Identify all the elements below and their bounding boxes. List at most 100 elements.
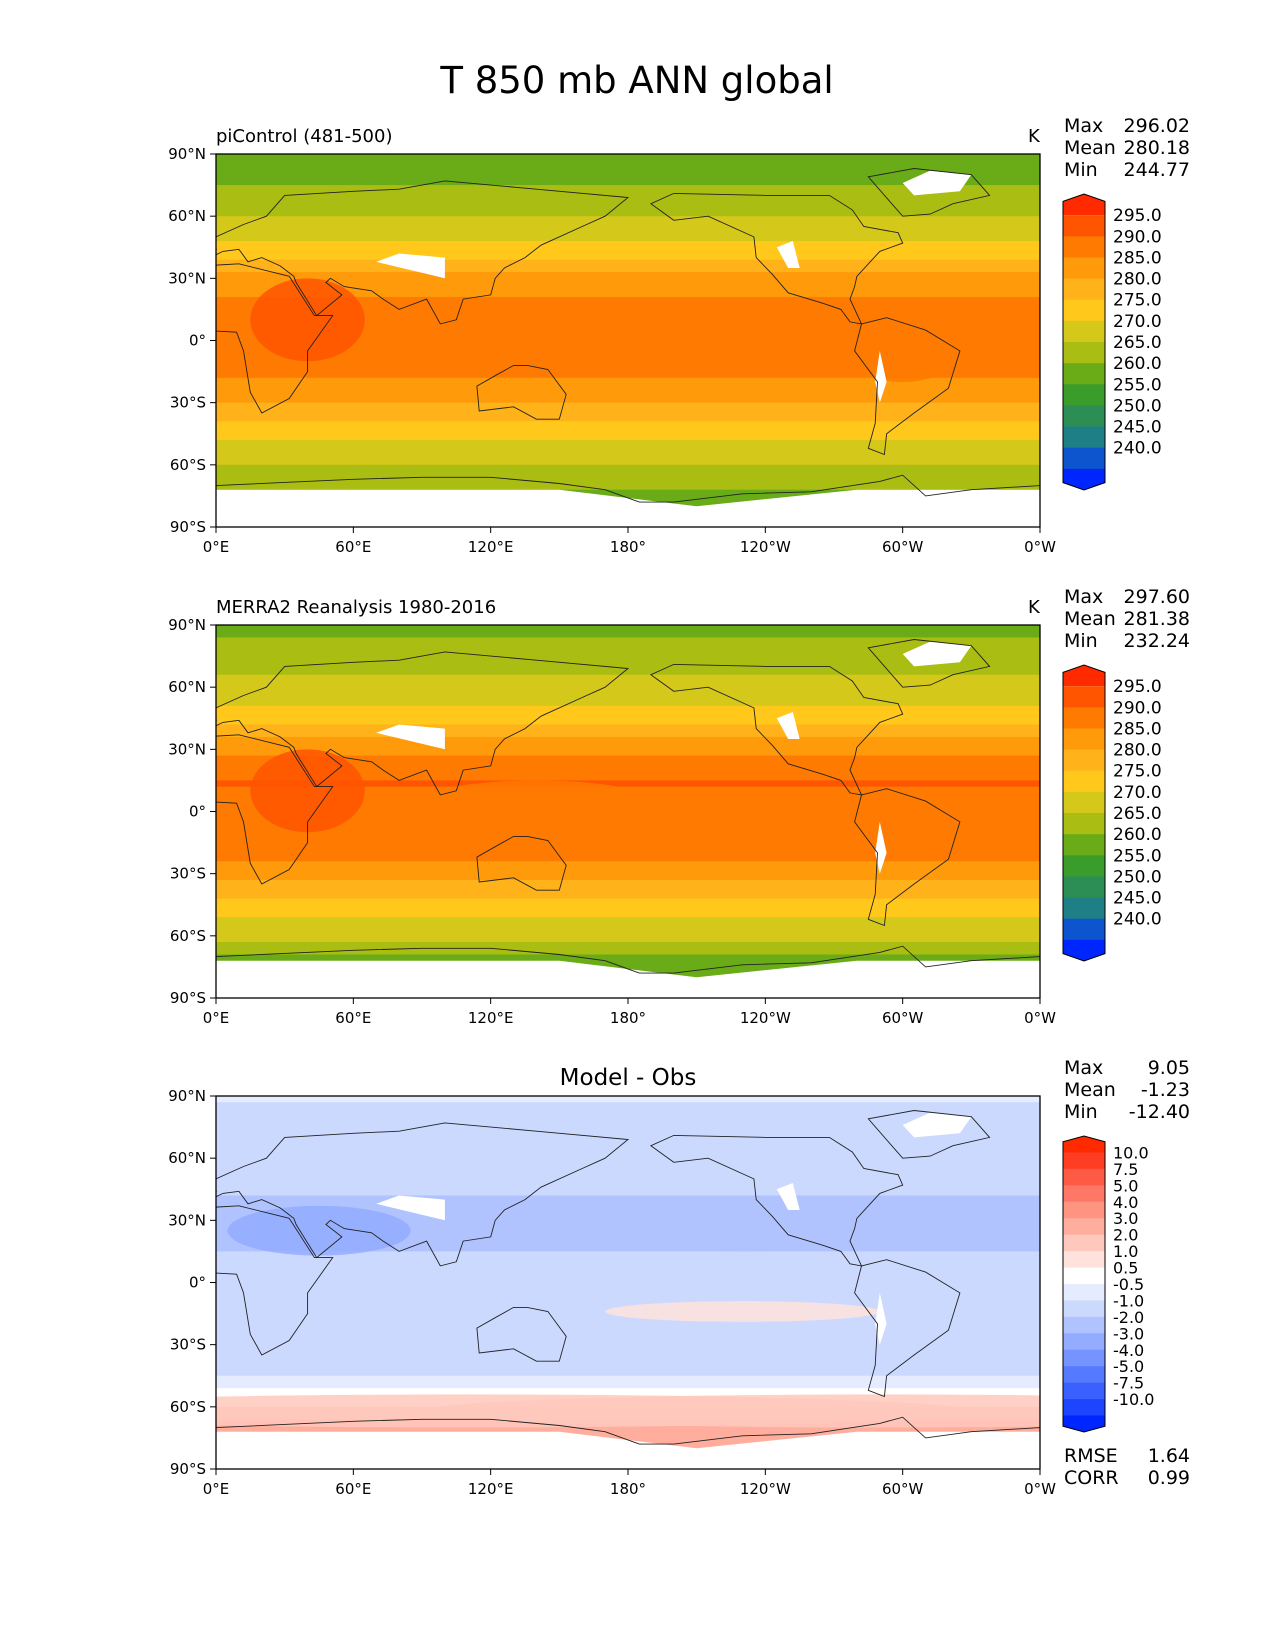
- map-band: [216, 365, 1040, 373]
- colorbar-tick-label: -2.0: [1113, 1308, 1144, 1327]
- map-anomaly-region: [845, 790, 960, 853]
- stat-value: 296.02: [1124, 115, 1190, 137]
- lon-tick-label: 60°E: [335, 1480, 371, 1498]
- colorbar-tick-label: 250.0: [1113, 396, 1162, 416]
- map-band: [216, 1133, 1040, 1141]
- map-band: [216, 377, 1040, 385]
- map-band: [216, 867, 1040, 875]
- map-band: [216, 197, 1040, 205]
- map-band: [216, 1164, 1040, 1172]
- map-band: [216, 1158, 1040, 1165]
- map-anomaly-region: [422, 309, 651, 351]
- andes-mask: [875, 821, 887, 874]
- map-band: [216, 1195, 1040, 1203]
- stat-value: -1.23: [1141, 1079, 1190, 1101]
- colorbar-swatch: [1063, 1333, 1105, 1351]
- map-field-model: [216, 154, 1040, 527]
- colorbar-swatch: [1063, 1366, 1105, 1384]
- lat-tick-label: 90°S: [170, 989, 206, 1007]
- map-band: [216, 1120, 1040, 1128]
- stat-label: Mean: [1064, 1079, 1116, 1101]
- footer-stat-value: 1.64: [1148, 1445, 1190, 1467]
- map-band: [216, 1139, 1040, 1147]
- map-band: [216, 1338, 1040, 1346]
- stat-value: -12.40: [1129, 1101, 1190, 1123]
- map-band: [216, 483, 1040, 491]
- map-band: [216, 1369, 1040, 1377]
- colorbar-tick-label: -1.0: [1113, 1291, 1144, 1310]
- map-anomaly-region: [422, 780, 651, 822]
- map-anomaly-region: [422, 1394, 1040, 1428]
- lon-tick-label: 60°E: [335, 538, 371, 556]
- colorbar-swatch: [1063, 918, 1105, 941]
- map-band: [216, 1319, 1040, 1327]
- greenland-mask: [902, 170, 972, 196]
- colorbar-tick-label: 4.0: [1113, 1193, 1138, 1212]
- map-band: [216, 712, 1040, 719]
- map-band: [216, 340, 1040, 348]
- stat-value: 244.77: [1124, 159, 1190, 181]
- lat-tick-label: 30°N: [168, 1211, 206, 1229]
- map-panel-obs: 90°N 60°N 30°N 0° 30°S 60°S 90°S 0°E 60°E 120°E 18…: [168, 586, 1190, 1027]
- map-band: [216, 724, 1040, 732]
- colorbar-tick-label: 3.0: [1113, 1209, 1138, 1228]
- colorbar-tick-label: -0.5: [1113, 1275, 1144, 1294]
- map-band: [216, 1207, 1040, 1215]
- map-band: [216, 904, 1040, 912]
- map-band: [216, 234, 1040, 242]
- colorbar-swatch: [1063, 1251, 1105, 1269]
- stat-label: Min: [1064, 1101, 1098, 1123]
- lon-tick-label: 120°E: [468, 1480, 514, 1498]
- map-band: [216, 284, 1040, 292]
- colorbar-swatch: [1063, 405, 1105, 428]
- map-band: [216, 1375, 1040, 1383]
- map-band: [216, 643, 1040, 651]
- greenland-mask: [902, 641, 972, 667]
- colorbar-swatch: [1063, 1152, 1105, 1170]
- colorbar-swatch: [1063, 278, 1105, 301]
- map-band: [216, 774, 1040, 782]
- colorbar-swatch: [1063, 855, 1105, 877]
- lon-tick-label: 180°: [610, 1480, 646, 1498]
- map-band: [216, 699, 1040, 707]
- colorbar-tick-label: 255.0: [1113, 846, 1162, 866]
- stat-value: 281.38: [1124, 608, 1190, 630]
- lat-tick-label: 90°N: [168, 616, 206, 634]
- colorbar-swatch: [1063, 299, 1105, 322]
- map-band: [216, 371, 1040, 379]
- map-anomaly-region: [250, 278, 365, 362]
- colorbar-swatch: [1063, 1349, 1105, 1367]
- lat-tick-label: 60°S: [170, 927, 206, 945]
- map-band: [216, 446, 1040, 453]
- colorbar-swatch: [1063, 834, 1105, 856]
- map-band: [216, 1263, 1040, 1271]
- colorbar-swatch: [1063, 728, 1105, 751]
- stat-label: Max: [1064, 1057, 1103, 1079]
- map-band: [216, 1276, 1040, 1284]
- footer-stat-value: 0.99: [1148, 1467, 1190, 1489]
- map-band: [216, 346, 1040, 354]
- colorbar-swatch: [1063, 1168, 1105, 1186]
- map-band: [216, 730, 1040, 738]
- map-band: [216, 861, 1040, 869]
- footer-stat-label: RMSE: [1064, 1445, 1118, 1467]
- map-band: [216, 873, 1040, 881]
- colorbar-swatch: [1063, 897, 1105, 920]
- map-band: [216, 923, 1040, 931]
- map-band: [216, 352, 1040, 360]
- colorbar-tick-label: 290.0: [1113, 227, 1162, 247]
- lat-tick-label: 30°N: [168, 740, 206, 758]
- colorbar-tick-label: 275.0: [1113, 762, 1162, 782]
- map-band: [216, 1332, 1040, 1340]
- coastline-southAmerica: [854, 317, 961, 456]
- stat-value: 232.24: [1124, 630, 1190, 652]
- colorbar-tick-label: 245.0: [1113, 889, 1162, 909]
- map-band: [216, 693, 1040, 701]
- map-band: [216, 736, 1040, 744]
- lat-tick-label: 60°N: [168, 207, 206, 225]
- coastline-antarctica: [216, 945, 1040, 998]
- stat-label: Max: [1064, 586, 1103, 608]
- map-panel-model: 90°N 60°N 30°N 0° 30°S 60°S 90°S 0°E 60°E 120°E 18…: [168, 115, 1190, 556]
- colorbar-tick-label: 1.0: [1113, 1242, 1138, 1261]
- lat-tick-label: 90°N: [168, 1087, 206, 1105]
